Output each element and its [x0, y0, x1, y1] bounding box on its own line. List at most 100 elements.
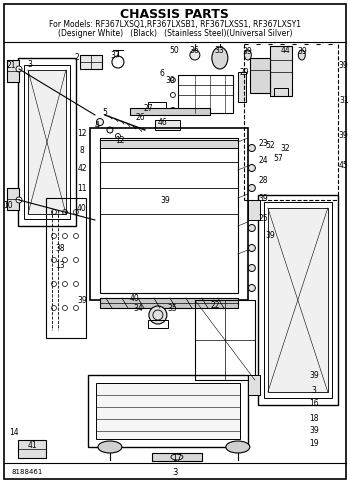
Text: 8: 8 [79, 145, 84, 155]
Ellipse shape [16, 197, 22, 203]
Bar [258, 195, 338, 405]
Text: 32: 32 [280, 143, 290, 153]
Bar [80, 55, 102, 69]
Text: 12: 12 [115, 136, 125, 144]
Bar [178, 75, 233, 113]
Ellipse shape [244, 50, 251, 60]
Bar [195, 300, 255, 380]
Text: 5: 5 [103, 108, 107, 116]
Bar [24, 65, 70, 219]
Text: 39: 39 [77, 296, 87, 304]
Text: 12: 12 [77, 128, 87, 138]
Ellipse shape [16, 66, 22, 72]
Text: 23: 23 [258, 139, 268, 147]
Ellipse shape [98, 441, 122, 453]
Text: 22: 22 [210, 300, 219, 310]
Text: 10: 10 [3, 200, 13, 210]
Text: 35: 35 [167, 303, 177, 313]
Bar [130, 108, 210, 115]
Bar [18, 440, 46, 458]
Bar [274, 88, 288, 96]
Text: 39: 39 [339, 60, 349, 70]
Text: 13: 13 [55, 260, 65, 270]
Text: 28: 28 [258, 175, 268, 185]
Text: 27: 27 [143, 103, 153, 113]
Bar [270, 46, 292, 96]
Text: (Designer White)   (Black)   (Stainless Steel)(Universal Silver): (Designer White) (Black) (Stainless Stee… [58, 28, 292, 38]
Ellipse shape [248, 284, 256, 292]
Text: 44: 44 [281, 45, 291, 55]
Bar [152, 453, 202, 461]
Ellipse shape [190, 50, 200, 60]
Ellipse shape [248, 185, 256, 191]
Bar [18, 58, 76, 226]
Ellipse shape [248, 244, 256, 252]
Ellipse shape [248, 225, 256, 231]
Bar [100, 298, 238, 308]
Bar [155, 120, 180, 130]
Text: 34: 34 [133, 303, 143, 313]
Text: 29: 29 [239, 68, 248, 76]
Text: 31: 31 [339, 96, 349, 104]
Text: 21: 21 [6, 60, 16, 70]
Ellipse shape [248, 265, 256, 271]
Text: 24: 24 [258, 156, 268, 165]
Text: 2: 2 [75, 53, 79, 61]
Text: For Models: RF367LXSQ1,RF367LXSB1, RF367LXSS1, RF367LXSY1: For Models: RF367LXSQ1,RF367LXSB1, RF367… [49, 19, 301, 28]
Text: 40: 40 [130, 294, 140, 302]
Bar [88, 375, 248, 447]
Text: 16: 16 [309, 398, 318, 408]
Bar [248, 375, 260, 395]
Bar [250, 58, 270, 93]
Text: 39: 39 [265, 230, 275, 240]
Text: 26: 26 [135, 113, 145, 122]
Text: 41: 41 [27, 440, 37, 450]
Text: 36: 36 [189, 45, 199, 55]
Bar [248, 200, 260, 220]
Ellipse shape [107, 127, 113, 133]
Text: 39: 39 [297, 46, 307, 56]
Ellipse shape [226, 441, 250, 453]
Text: 14: 14 [9, 427, 19, 437]
Text: 33: 33 [214, 45, 224, 55]
Bar [7, 188, 19, 210]
Text: 19: 19 [309, 439, 318, 448]
Text: 4: 4 [94, 120, 99, 129]
Bar [100, 140, 238, 148]
Text: 39: 39 [258, 194, 268, 202]
Text: 3: 3 [312, 385, 316, 395]
Bar [268, 208, 328, 392]
Text: 38: 38 [55, 243, 65, 253]
Bar [46, 198, 86, 338]
Text: 57: 57 [273, 154, 283, 162]
Bar [96, 383, 240, 439]
Ellipse shape [248, 144, 256, 152]
Text: 39: 39 [339, 130, 349, 140]
Bar [148, 320, 168, 328]
Text: 11: 11 [77, 184, 87, 193]
Text: 39: 39 [160, 196, 170, 204]
Ellipse shape [149, 306, 167, 324]
Text: 52: 52 [265, 141, 275, 150]
Ellipse shape [248, 165, 256, 171]
Bar [28, 70, 66, 214]
Text: 3: 3 [28, 59, 33, 69]
Ellipse shape [97, 118, 104, 126]
Text: 45: 45 [339, 160, 349, 170]
Text: 39: 39 [309, 426, 318, 435]
Bar [148, 102, 166, 108]
Bar [7, 60, 19, 82]
Text: 39: 39 [165, 75, 175, 85]
Ellipse shape [212, 47, 228, 69]
Text: 18: 18 [309, 413, 318, 423]
Text: 42: 42 [77, 164, 87, 172]
Text: 17: 17 [172, 454, 182, 463]
Text: 8188461: 8188461 [12, 469, 43, 475]
Text: 6: 6 [160, 69, 164, 77]
Text: 50: 50 [169, 45, 179, 55]
Text: 3: 3 [172, 468, 177, 477]
Text: 39: 39 [242, 46, 252, 56]
Bar [238, 72, 246, 102]
Text: 46: 46 [158, 117, 168, 127]
Text: 37: 37 [110, 51, 120, 59]
